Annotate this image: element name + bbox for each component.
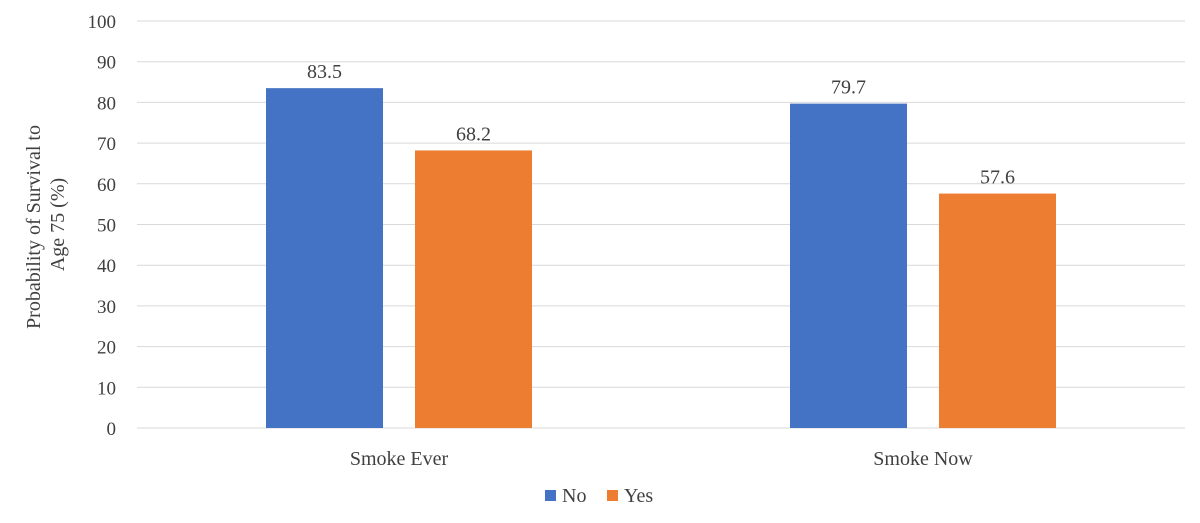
legend-label-yes: Yes (624, 485, 653, 507)
y-tick-label: 40 (97, 256, 116, 277)
y-tick-label: 20 (97, 338, 116, 359)
y-tick-label: 100 (88, 12, 117, 33)
y-tick-label: 60 (97, 175, 116, 196)
bar-no-smoke-now (790, 103, 907, 428)
data-label: 57.6 (980, 167, 1015, 189)
bar-yes-smoke-now (939, 193, 1056, 428)
y-tick-label: 0 (107, 419, 117, 440)
bar-no-smoke-ever (266, 88, 383, 428)
legend-swatch-no (545, 490, 556, 501)
data-label: 83.5 (307, 61, 342, 83)
category-label: Smoke Now (873, 448, 973, 470)
x-axis-category-labels: Smoke Ever Smoke Now (350, 448, 973, 470)
y-tick-label: 70 (97, 134, 116, 155)
y-tick-label: 80 (97, 93, 116, 114)
y-axis-ticks: 0 10 20 30 40 50 60 70 80 90 100 (88, 12, 117, 440)
y-tick-label: 30 (97, 297, 116, 318)
bars (266, 88, 1056, 428)
legend-label-no: No (562, 485, 586, 507)
data-label: 79.7 (831, 77, 866, 99)
y-tick-label: 10 (97, 378, 116, 399)
category-label: Smoke Ever (350, 448, 449, 470)
y-tick-label: 90 (97, 53, 116, 74)
y-tick-label: 50 (97, 216, 116, 237)
data-labels: 83.5 68.2 79.7 57.6 (307, 61, 1015, 188)
y-axis-title-line-2: Age 75 (%) (47, 178, 69, 271)
y-axis-title-line-1: Probability of Survival to (23, 125, 45, 329)
legend-swatch-yes (607, 490, 618, 501)
legend: No Yes (545, 485, 653, 507)
bar-yes-smoke-ever (415, 150, 532, 428)
data-label: 68.2 (456, 123, 491, 145)
y-axis-title: Probability of Survival to Age 75 (%) (23, 120, 69, 329)
